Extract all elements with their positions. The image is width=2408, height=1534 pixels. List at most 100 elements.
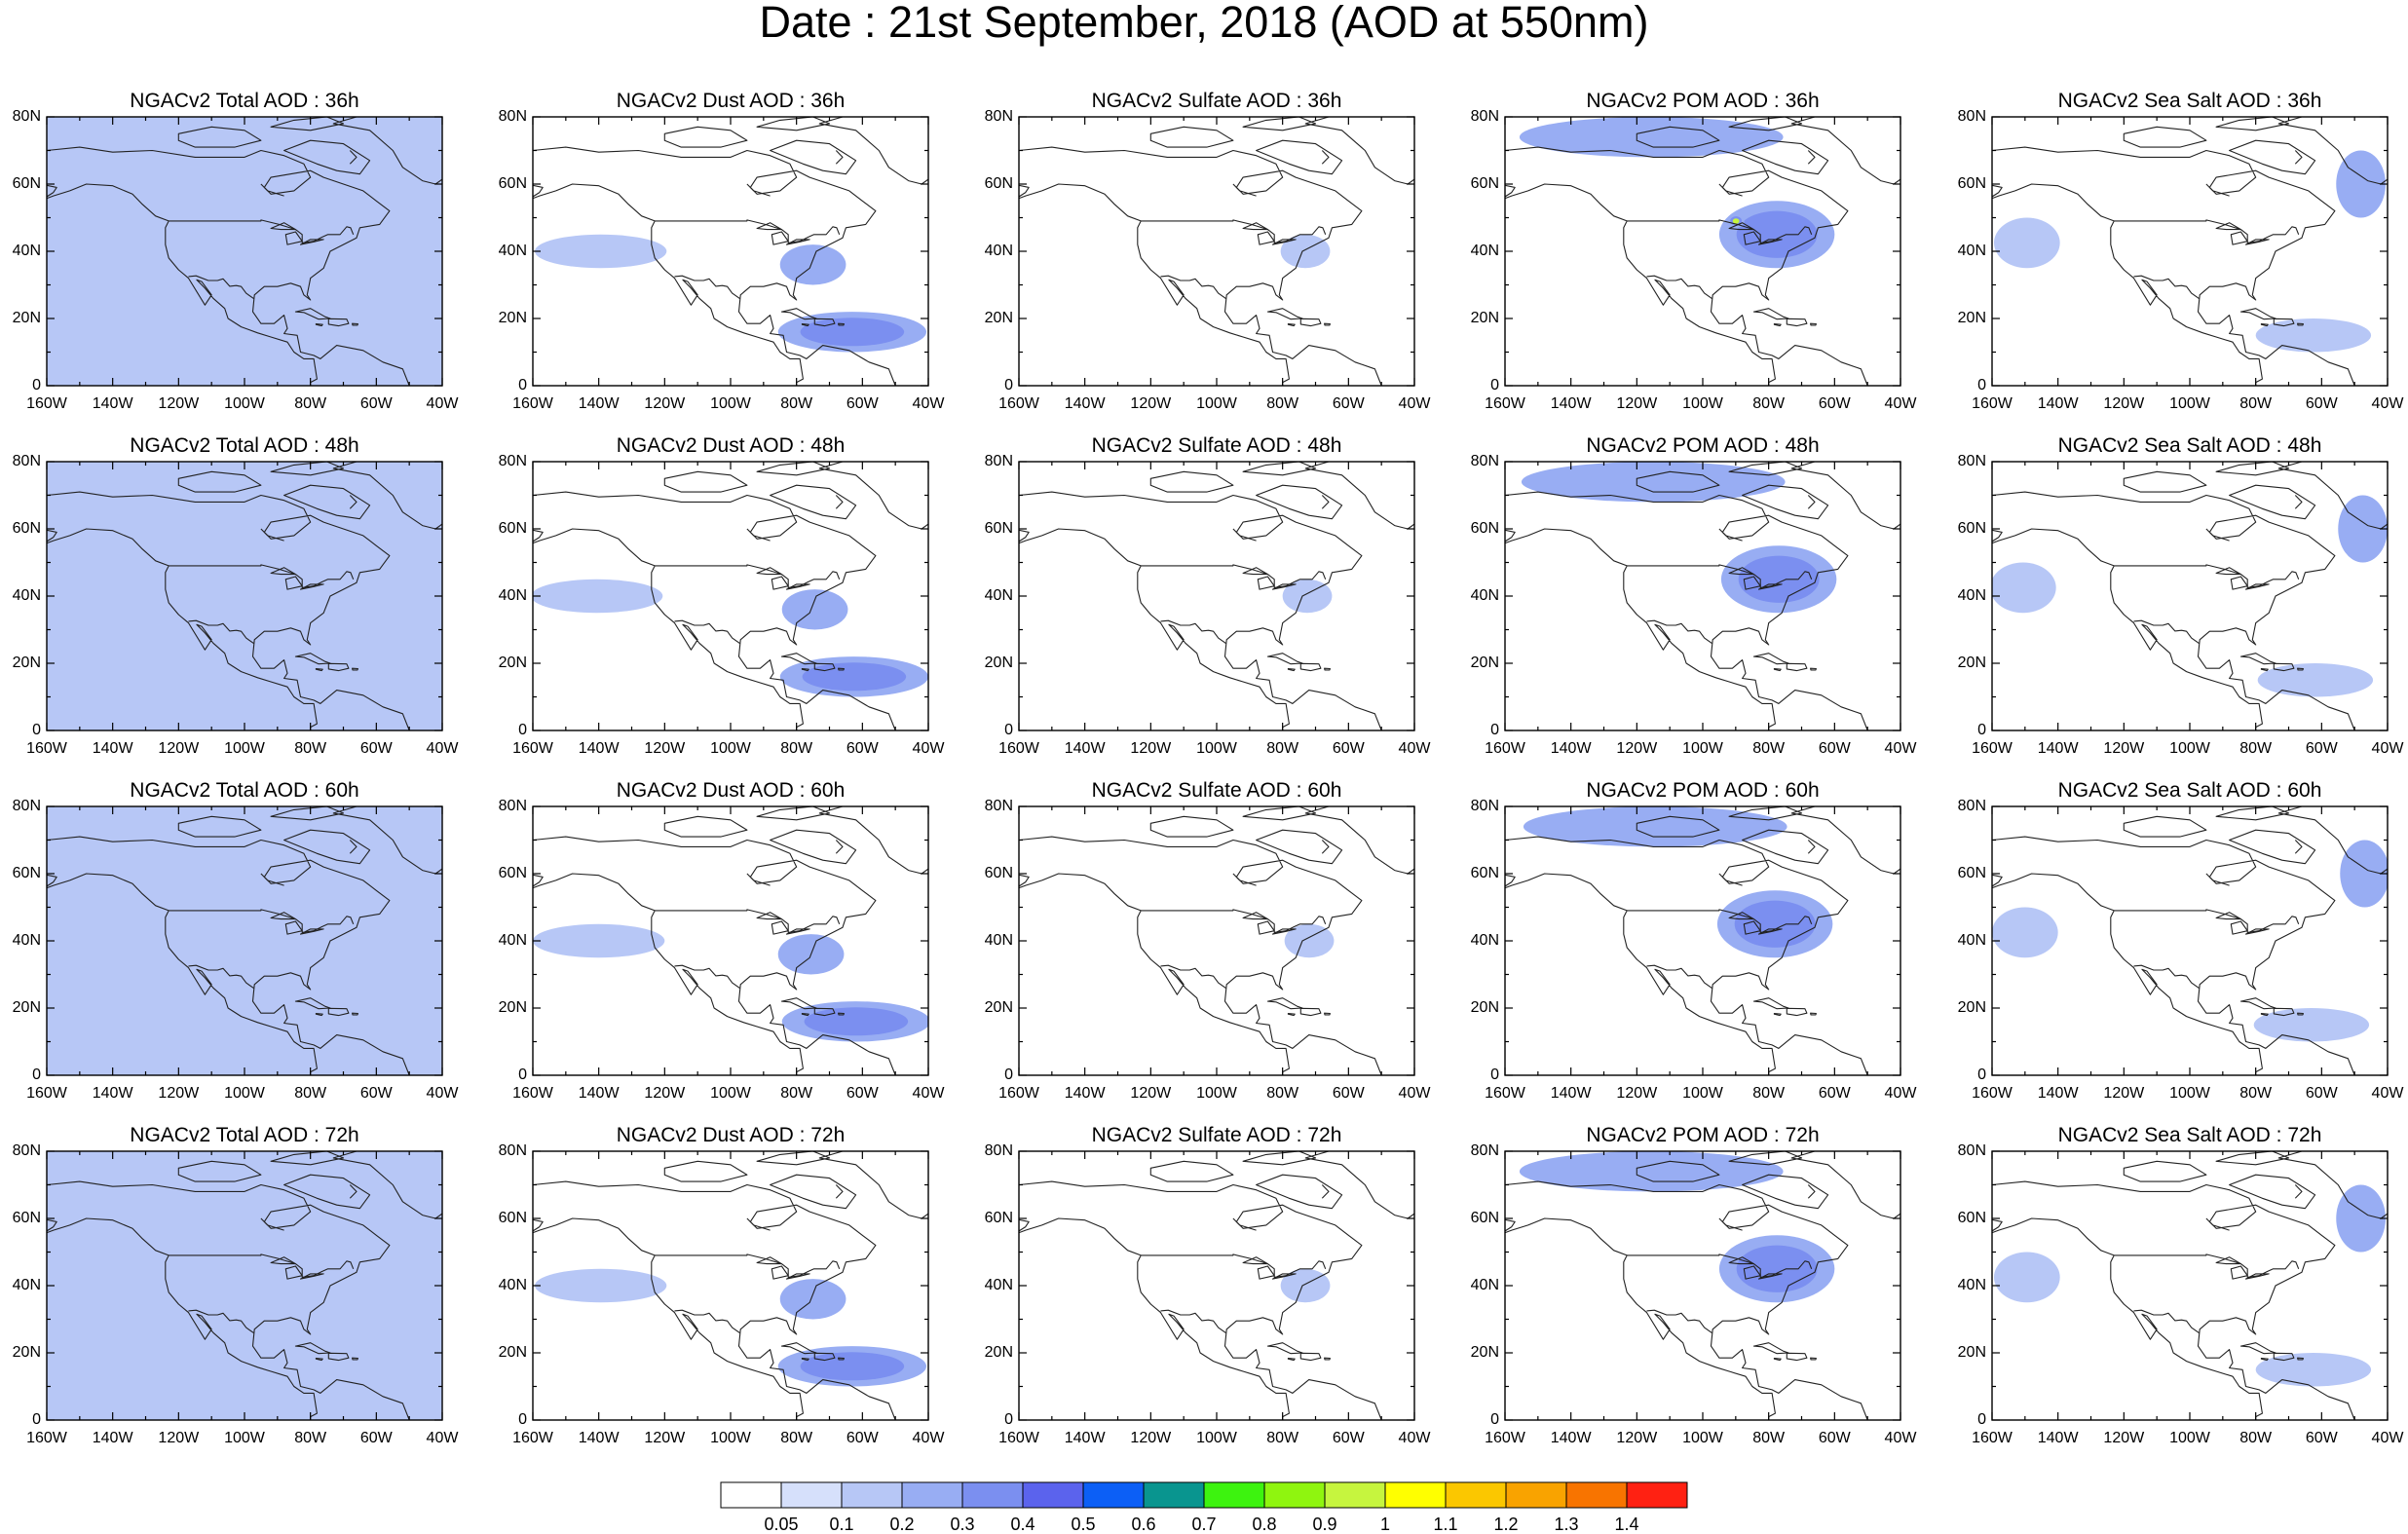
coastline (1718, 183, 1743, 197)
great-lake (299, 239, 324, 245)
panel-title: NGACv2 Sea Salt AOD : 72h (2057, 1124, 2322, 1146)
lon-tick-label: 80W (1752, 1430, 1786, 1446)
us-mexico-border (188, 1309, 254, 1334)
map-panel-3-2 (532, 805, 929, 1076)
great-lake (1757, 1273, 1783, 1280)
lon-tick-label: 100W (224, 1430, 265, 1446)
lat-tick-label: 60N (1470, 520, 1499, 537)
lon-tick-label: 140W (578, 395, 620, 412)
lon-tick-label: 40W (426, 1085, 459, 1102)
coastline (1324, 322, 1331, 326)
colorbar-label: 1.3 (1554, 1515, 1579, 1534)
colorbar-label: 1 (1379, 1515, 1390, 1534)
lat-tick-label: 0 (1977, 1066, 1986, 1083)
us-mexico-border (188, 964, 254, 990)
map-panel-1-1 (46, 116, 443, 387)
lon-tick-label: 140W (578, 1085, 620, 1102)
lat-tick-label: 80N (1470, 1142, 1499, 1159)
coastline (1019, 1180, 1382, 1420)
lon-tick-label: 160W (512, 740, 553, 757)
us-mexico-border (1160, 619, 1226, 645)
lat-tick-label: 80N (12, 108, 41, 125)
us-mexico-border (1160, 1309, 1226, 1334)
lon-tick-label: 80W (780, 1085, 813, 1102)
coastline (813, 662, 836, 672)
lon-tick-label: 120W (2103, 740, 2145, 757)
coastline (352, 322, 358, 326)
lat-tick-label: 40N (1470, 587, 1499, 604)
coastline (260, 873, 284, 886)
us-canada-border (169, 564, 355, 588)
coastline (1636, 815, 1720, 838)
us-canada-border (169, 909, 355, 933)
coastline (663, 815, 748, 838)
coastline (352, 1357, 358, 1361)
us-mexico-border (674, 619, 740, 645)
lat-tick-label: 0 (32, 377, 41, 393)
lon-tick-label: 160W (26, 1430, 67, 1446)
aod-background (47, 462, 442, 730)
colorbar-label: 1.1 (1433, 1515, 1458, 1534)
coastline (315, 1357, 323, 1362)
lon-tick-label: 160W (998, 395, 1039, 412)
lon-tick-label: 140W (2037, 395, 2079, 412)
coastline (1321, 840, 1330, 854)
coastline (1287, 1357, 1296, 1362)
lon-tick-label: 80W (1752, 740, 1786, 757)
lat-tick-label: 80N (1470, 798, 1499, 814)
aod-blob (802, 662, 907, 692)
lat-tick-label: 20N (1470, 310, 1499, 326)
coastline (1242, 117, 1317, 131)
coastline (1807, 150, 1816, 165)
lon-tick-label: 100W (2169, 740, 2210, 757)
coastline (1242, 1151, 1317, 1166)
coastline (2229, 829, 2316, 865)
coastline (1807, 840, 1816, 854)
lon-tick-label: 100W (710, 395, 751, 412)
map-panel-2-4 (1504, 461, 1901, 731)
coastline (1149, 815, 1234, 838)
lat-tick-label: 20N (984, 310, 1013, 326)
lon-tick-label: 140W (1550, 1085, 1592, 1102)
lon-tick-label: 60W (2305, 740, 2338, 757)
us-mexico-border (1646, 1309, 1712, 1334)
lat-tick-label: 0 (32, 1066, 41, 1083)
lat-tick-label: 20N (1470, 655, 1499, 671)
us-mexico-border (1646, 619, 1712, 645)
coastline (746, 1217, 771, 1231)
coastline (1019, 146, 1382, 386)
lon-tick-label: 40W (2371, 1085, 2404, 1102)
coastline (770, 484, 857, 520)
coastline (327, 1352, 350, 1362)
coastline (1728, 462, 1803, 476)
great-lake (2244, 583, 2270, 590)
coastline (756, 462, 831, 476)
lat-tick-label: 60N (1957, 1210, 1986, 1226)
coastline (1256, 484, 1343, 520)
coastline (1810, 1012, 1817, 1016)
coastline (746, 528, 771, 542)
lat-tick-label: 60N (12, 1210, 41, 1226)
us-mexico-border (2133, 964, 2200, 990)
coastline (756, 117, 831, 131)
coastline (1505, 491, 1868, 730)
coastline (2273, 1007, 2295, 1017)
lon-tick-label: 40W (1398, 1430, 1431, 1446)
aod-blob (2255, 318, 2372, 353)
lon-tick-label: 80W (1752, 395, 1786, 412)
colorbar-label: 0.3 (950, 1515, 975, 1534)
lon-tick-label: 40W (426, 740, 459, 757)
lon-tick-label: 140W (2037, 740, 2079, 757)
lat-tick-label: 20N (984, 655, 1013, 671)
coastline (1810, 1357, 1817, 1361)
coastline (270, 806, 345, 821)
coastline (2277, 462, 2388, 530)
coastline (2297, 667, 2304, 671)
lon-tick-label: 160W (26, 740, 67, 757)
coastline (327, 318, 350, 327)
coastline (283, 829, 371, 865)
coastline (2273, 1352, 2295, 1362)
lon-tick-label: 140W (92, 1085, 133, 1102)
lon-tick-label: 60W (846, 740, 879, 757)
lon-tick-label: 100W (1682, 395, 1723, 412)
